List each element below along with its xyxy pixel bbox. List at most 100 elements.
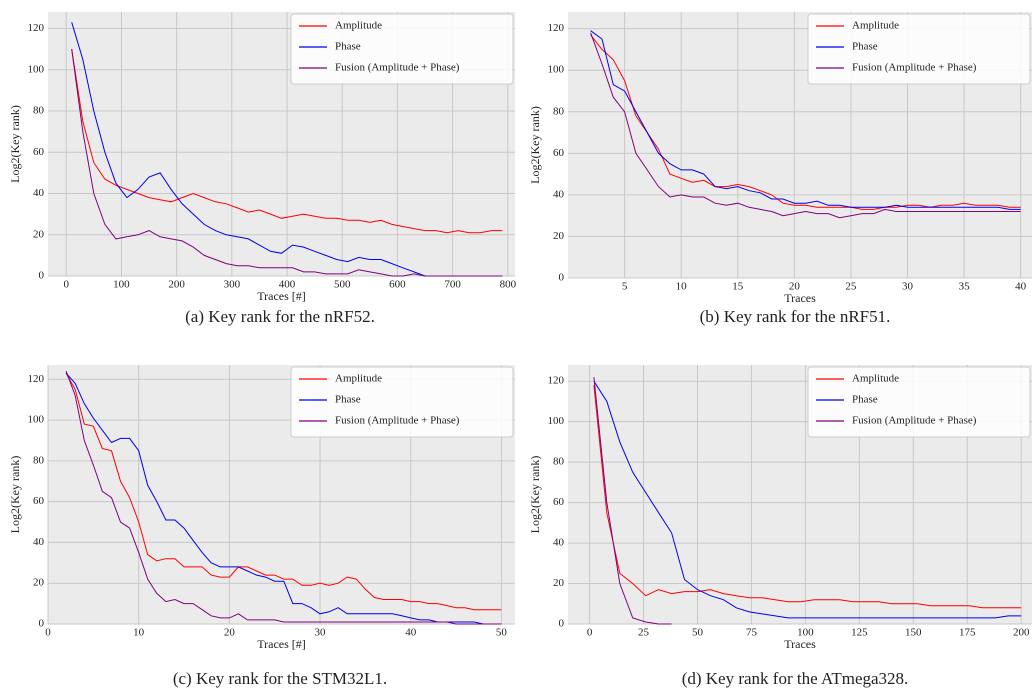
legend-label: Amplitude <box>335 20 382 32</box>
legend-label: Phase <box>852 41 878 53</box>
y-tick-label: 80 <box>33 105 45 117</box>
y-axis-label: Log2(Key rank) <box>8 456 22 534</box>
y-axis-label: Log2(Key rank) <box>528 106 542 184</box>
x-tick-label: 25 <box>845 281 857 293</box>
legend-label: Amplitude <box>335 373 382 385</box>
x-tick-label: 10 <box>133 627 145 639</box>
series-line <box>593 380 1022 619</box>
y-tick-label: 40 <box>33 187 45 199</box>
x-tick-label: 10 <box>676 281 688 293</box>
x-tick-label: 600 <box>389 279 406 291</box>
x-tick-label: 40 <box>405 627 417 639</box>
y-tick-label: 0 <box>39 270 45 282</box>
series-line <box>65 372 502 611</box>
legend-label: Phase <box>852 394 878 406</box>
y-tick-label: 120 <box>548 22 565 34</box>
x-tick-label: 800 <box>500 279 517 291</box>
series-line <box>593 385 1022 609</box>
legend-label: Fusion (Amplitude + Phase) <box>852 415 977 427</box>
y-tick-label: 60 <box>553 147 565 159</box>
y-tick-label: 20 <box>553 230 565 242</box>
series-line <box>65 372 502 625</box>
y-axis-label: Log2(Key rank) <box>528 456 542 534</box>
y-tick-label: 100 <box>548 415 565 427</box>
caption: (d) Key rank for the ATmega328. <box>682 669 909 688</box>
y-tick-label: 40 <box>553 537 565 549</box>
series-line <box>71 49 503 277</box>
legend-box <box>807 366 1031 438</box>
x-tick-label: 300 <box>224 279 241 291</box>
x-tick-label: 125 <box>851 627 868 639</box>
legend-label: Phase <box>335 394 361 406</box>
x-tick-label: 175 <box>959 627 976 639</box>
y-tick-label: 0 <box>559 272 565 284</box>
legend-box <box>807 13 1031 85</box>
x-axis-label: Traces [#] <box>257 637 306 651</box>
x-axis-label: Traces <box>784 637 816 651</box>
x-axis-label: Traces <box>784 291 816 305</box>
legend-box <box>290 366 514 438</box>
y-tick-label: 20 <box>33 228 45 240</box>
x-tick-label: 15 <box>732 281 744 293</box>
x-axis-label: Traces [#] <box>257 289 306 303</box>
x-tick-label: 500 <box>334 279 351 291</box>
y-tick-label: 100 <box>28 63 45 75</box>
y-tick-label: 80 <box>33 454 45 466</box>
legend-label: Fusion (Amplitude + Phase) <box>335 415 460 427</box>
x-tick-label: 35 <box>959 281 971 293</box>
x-tick-label: 20 <box>224 627 236 639</box>
caption: (b) Key rank for the nRF51. <box>700 307 891 326</box>
x-tick-label: 30 <box>902 281 914 293</box>
y-tick-label: 60 <box>553 496 565 508</box>
series-line <box>593 377 672 625</box>
x-tick-label: 200 <box>168 279 185 291</box>
y-tick-label: 60 <box>33 146 45 158</box>
y-tick-label: 40 <box>33 536 45 548</box>
x-tick-label: 75 <box>746 627 758 639</box>
y-tick-label: 60 <box>33 495 45 507</box>
x-tick-label: 100 <box>797 627 814 639</box>
legend-label: Amplitude <box>852 20 899 32</box>
y-tick-label: 40 <box>553 188 565 200</box>
x-tick-label: 50 <box>496 627 508 639</box>
y-tick-label: 100 <box>548 64 565 76</box>
y-tick-label: 20 <box>553 577 565 589</box>
x-tick-label: 50 <box>692 627 704 639</box>
x-tick-label: 700 <box>444 279 461 291</box>
x-tick-label: 40 <box>1015 281 1027 293</box>
legend-label: Amplitude <box>852 373 899 385</box>
series-line <box>590 30 1021 210</box>
x-tick-label: 150 <box>905 627 922 639</box>
x-tick-label: 5 <box>622 281 628 293</box>
x-tick-label: 0 <box>45 627 51 639</box>
y-tick-label: 120 <box>548 375 565 387</box>
caption: (a) Key rank for the nRF52. <box>185 307 375 326</box>
y-tick-label: 20 <box>33 577 45 589</box>
x-tick-label: 30 <box>315 627 327 639</box>
x-tick-label: 20 <box>789 281 801 293</box>
series-line <box>590 34 1021 210</box>
y-tick-label: 120 <box>28 373 45 385</box>
legend-label: Phase <box>335 41 361 53</box>
series-line <box>71 49 503 234</box>
y-tick-label: 80 <box>553 105 565 117</box>
legend-label: Fusion (Amplitude + Phase) <box>852 62 977 74</box>
y-axis-label: Log2(Key rank) <box>8 105 22 183</box>
x-tick-label: 25 <box>638 627 650 639</box>
y-tick-label: 0 <box>559 618 565 630</box>
y-tick-label: 0 <box>39 618 45 630</box>
y-tick-label: 100 <box>28 414 45 426</box>
y-tick-label: 120 <box>28 22 45 34</box>
legend-label: Fusion (Amplitude + Phase) <box>335 62 460 74</box>
x-tick-label: 200 <box>1013 627 1030 639</box>
series-line <box>65 370 502 625</box>
x-tick-label: 0 <box>63 279 69 291</box>
x-tick-label: 0 <box>587 627 593 639</box>
caption: (c) Key rank for the STM32L1. <box>173 669 387 688</box>
x-tick-label: 400 <box>279 279 296 291</box>
x-tick-label: 100 <box>113 279 130 291</box>
legend-box <box>290 13 514 85</box>
series-line <box>590 32 1021 219</box>
y-tick-label: 80 <box>553 456 565 468</box>
